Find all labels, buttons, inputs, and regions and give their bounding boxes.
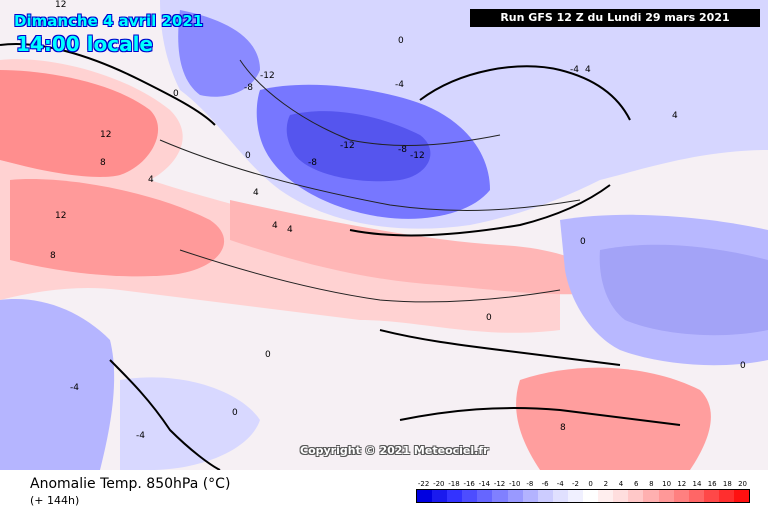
legend-swatch — [432, 490, 448, 502]
legend-label: -8 — [526, 480, 534, 488]
legend-labels: -22 -20 -18 -16 -14 -12 -10 -8 -6 -4 -2 0 2 4 6 8 10 12 14… — [416, 480, 750, 488]
cold-north-atlantic — [178, 10, 260, 97]
legend-swatch — [643, 490, 659, 502]
contour-label: -12 — [340, 141, 355, 151]
legend-swatch — [598, 490, 614, 502]
legend-swatch — [718, 490, 734, 502]
contour-label: -4 — [70, 383, 79, 393]
contour-label: 0 — [580, 237, 586, 247]
contour-label: -4 — [395, 80, 404, 90]
legend-swatch — [462, 490, 478, 502]
legend-swatch — [613, 490, 629, 502]
contour-label: 0 — [232, 408, 238, 418]
legend-swatch — [703, 490, 719, 502]
legend-label: -16 — [463, 480, 475, 488]
legend-label: 12 — [677, 480, 687, 488]
temperature-anomaly-map: 12 8 12 8 12 4 0 -12 -8 -12 -8 -12 -4 4 … — [0, 0, 768, 470]
variable-title: Anomalie Temp. 850hPa (°C) — [30, 476, 231, 492]
cold-anomaly-southwest — [0, 299, 115, 470]
legend-swatch — [567, 490, 584, 502]
contour-label: -8 — [308, 158, 317, 168]
cold-core-inner — [286, 111, 431, 182]
contour-label: 12 — [55, 0, 66, 10]
contour-label: -8 — [398, 145, 407, 155]
coastline-greenland — [0, 43, 216, 126]
warm-anomaly-africa — [516, 367, 711, 470]
legend-label: -14 — [478, 480, 491, 488]
contour-label: 12 — [100, 130, 111, 140]
legend-swatch — [583, 490, 599, 502]
contour-label: -8 — [244, 83, 253, 93]
contour-label: 0 — [173, 89, 179, 99]
legend-label: -6 — [541, 480, 549, 488]
legend-label: 2 — [603, 480, 609, 488]
legend-label: -10 — [509, 480, 521, 488]
legend-swatch — [658, 490, 674, 502]
legend-label: 14 — [692, 480, 702, 488]
coastline-america — [109, 359, 221, 470]
contour-label: 4 — [272, 221, 278, 231]
legend-swatch — [673, 490, 689, 502]
contour-label: 12 — [55, 211, 66, 221]
legend-label: 4 — [618, 480, 624, 488]
legend-label: -20 — [433, 480, 445, 488]
contour-label: 0 — [245, 151, 251, 161]
legend-swatch — [688, 490, 704, 502]
contour-label: -4 — [136, 431, 145, 441]
coastline-africa — [399, 407, 681, 426]
forecast-time: 14:00 locale — [16, 32, 153, 56]
legend-colorbar — [416, 489, 750, 503]
legend-swatch — [492, 490, 508, 502]
contour-label: 0 — [740, 361, 746, 371]
contour-label: 4 — [672, 111, 678, 121]
legend-swatch — [477, 490, 493, 502]
color-legend: -22 -20 -18 -16 -14 -12 -10 -8 -6 -4 -2 0 2 4 6 8 10 12 14… — [416, 480, 750, 504]
legend-label: -22 — [417, 480, 430, 488]
coastline-scandinavia — [419, 65, 631, 121]
legend-label: 20 — [738, 480, 747, 488]
legend-swatch — [417, 490, 433, 502]
legend-swatch — [522, 490, 538, 502]
warm-core-greenland — [0, 70, 159, 177]
contour-label: 0 — [265, 350, 271, 360]
legend-swatch — [628, 490, 644, 502]
warm-core-atlantic — [10, 179, 225, 277]
legend-swatch — [537, 490, 553, 502]
warm-band-europe — [230, 200, 620, 295]
coastline-europe-south — [379, 329, 621, 366]
cold-anomaly-south — [120, 377, 260, 470]
contour-label: 8 — [100, 158, 106, 168]
contour-label: -4 — [570, 65, 579, 75]
coastline-europe-north — [349, 184, 611, 237]
contour-label: 4 — [287, 225, 293, 235]
cold-anomaly-east-inner — [599, 244, 768, 336]
contour-label: 4 — [585, 65, 591, 75]
legend-swatch — [507, 490, 523, 502]
forecast-lead-time: (+ 144h) — [30, 494, 80, 507]
legend-label: -18 — [448, 480, 460, 488]
legend-label: 18 — [722, 480, 732, 488]
contour-label: 4 — [148, 175, 154, 185]
legend-label: -12 — [493, 480, 506, 488]
forecast-date: Dimanche 4 avril 2021 — [14, 12, 204, 30]
legend-swatch — [552, 490, 568, 502]
contour-label: 0 — [398, 36, 404, 46]
contour-label: 8 — [50, 251, 56, 261]
legend-label: -2 — [571, 480, 579, 488]
legend-swatch — [447, 490, 463, 502]
contour-label: 0 — [486, 313, 492, 323]
legend-label: -4 — [556, 480, 564, 488]
legend-label: 8 — [649, 480, 654, 488]
contour-label: -12 — [410, 151, 425, 161]
contour-label: 4 — [253, 188, 259, 198]
legend-label: 0 — [588, 480, 593, 488]
contour-label: -12 — [260, 71, 275, 81]
model-run-info: Run GFS 12 Z du Lundi 29 mars 2021 — [470, 9, 760, 27]
legend-label: 10 — [662, 480, 672, 488]
copyright-notice: Copyright © 2021 Meteociel.fr — [300, 444, 489, 457]
legend-label: 6 — [633, 480, 639, 488]
legend-swatch — [733, 490, 750, 502]
contour-label: 8 — [560, 423, 566, 433]
legend-label: 16 — [707, 480, 717, 488]
